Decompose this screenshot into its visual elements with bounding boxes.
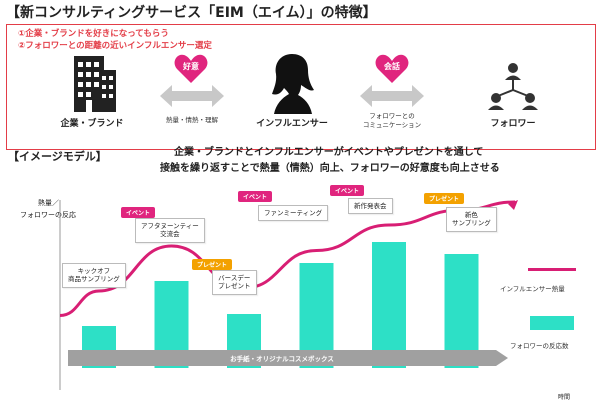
follower-label: フォロワー xyxy=(490,119,536,129)
section-title: 【イメージモデル】 xyxy=(8,150,107,163)
timeline-arrow xyxy=(68,350,508,366)
event-callout: 新色 サンプリング xyxy=(446,207,497,232)
network-people-icon xyxy=(488,63,538,110)
event-tag: イベント xyxy=(330,185,365,196)
callout-line: サンプリング xyxy=(452,219,491,228)
heart-icon xyxy=(375,54,409,83)
callout-line: 商品サンプリング xyxy=(68,275,120,284)
event-callout: 新作発表会 xyxy=(348,198,393,215)
bar-6 xyxy=(444,254,479,368)
present-tag: プレゼント xyxy=(192,259,233,270)
description-line-1: 企業・ブランドとインフルエンサーがイベントやプレゼントを通して xyxy=(174,147,484,158)
event-callout: バースデー プレゼント xyxy=(212,270,257,295)
callout-line: プレゼント xyxy=(218,282,251,291)
callout-line: 交流会 xyxy=(160,230,180,239)
arrow-caption-left: 熱量・情熱・理解 xyxy=(166,116,218,124)
callout-line: 新色 xyxy=(464,211,478,219)
arrow-caption-right-1: フォロワーとの xyxy=(369,112,415,120)
double-arrow-icon xyxy=(360,85,424,107)
feature-point-2: ②フォロワーとの距離の近いインフルエンサー選定 xyxy=(18,41,212,51)
company-label: 企業・ブランド xyxy=(60,119,124,129)
heart-label-left: 好意 xyxy=(183,62,199,71)
y-axis-label-1: 熱量／ xyxy=(38,199,59,207)
y-axis-label-2: フォロワーの反応 xyxy=(20,211,76,219)
description-line-2: 接触を繰り返すことで熱量（情熱）向上、フォロワーの好意度も向上させる xyxy=(160,163,500,174)
event-tag: イベント xyxy=(238,191,273,202)
callout-line: 新作発表会 xyxy=(354,202,387,210)
woman-silhouette-icon xyxy=(272,54,314,114)
callout-line: バースデー xyxy=(218,274,251,282)
event-callout: アフタヌーンティー 交流会 xyxy=(135,218,205,243)
building-icon xyxy=(74,56,116,112)
influencer-label: インフルエンサー xyxy=(256,119,328,129)
timeline-arrow-label: お手紙・オリジナルコスメボックス xyxy=(230,355,334,363)
legend-line-label: インフルエンサー熱量 xyxy=(500,285,565,293)
arrow-caption-right-2: コミュニケーション xyxy=(362,121,422,129)
feature-point-1: ①企業・ブランドを好きになってもらう xyxy=(18,29,169,39)
event-callout: ファンミーティング xyxy=(258,205,329,222)
heart-icon xyxy=(174,54,208,83)
callout-line: アフタヌーンティー xyxy=(141,222,199,230)
legend-line-swatch xyxy=(528,268,576,271)
bar-5 xyxy=(372,242,406,368)
event-callout-kickoff: キックオフ 商品サンプリング xyxy=(62,263,126,288)
legend-bar-swatch xyxy=(530,316,574,330)
feature-box xyxy=(6,24,596,150)
callout-line: ファンミーティング xyxy=(264,209,323,217)
legend-bar-label: フォロワーの反応数 xyxy=(510,342,569,350)
event-tag: イベント xyxy=(121,207,156,218)
double-arrow-icon xyxy=(160,85,224,107)
influencer-line-arrowhead xyxy=(508,200,518,210)
page-title: 【新コンサルティングサービス「EIM（エイム）」の特徴】 xyxy=(6,5,377,21)
x-axis-label: 時間 xyxy=(558,394,571,401)
heart-label-right: 会話 xyxy=(384,62,400,71)
present-tag: プレゼント xyxy=(424,193,465,204)
callout-line: キックオフ xyxy=(77,267,111,275)
